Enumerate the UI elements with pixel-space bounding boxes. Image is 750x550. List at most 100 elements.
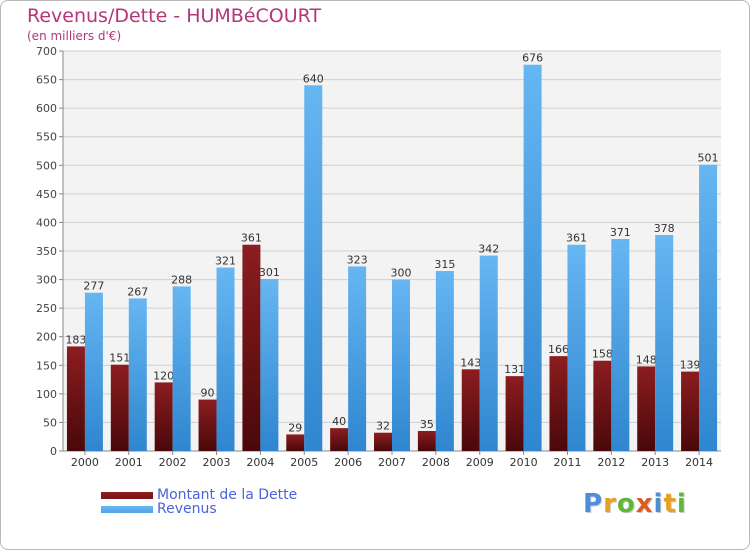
y-tick-label: 300: [36, 274, 57, 287]
y-tick-label: 350: [36, 245, 57, 258]
x-tick-label: 2002: [159, 456, 187, 469]
data-label: 315: [434, 258, 455, 271]
data-label: 120: [153, 369, 174, 382]
x-tick-label: 2006: [334, 456, 362, 469]
data-label: 166: [548, 343, 569, 356]
data-label: 301: [259, 266, 280, 279]
x-tick-label: 2003: [203, 456, 231, 469]
bar-dette: [154, 382, 173, 451]
x-tick-label: 2012: [597, 456, 625, 469]
y-tick-label: 150: [36, 359, 57, 372]
logo-letter: o: [616, 489, 636, 519]
x-tick-label: 2008: [422, 456, 450, 469]
legend-swatch-dette: [101, 491, 153, 499]
data-label: 90: [201, 387, 215, 400]
bar-revenus: [216, 267, 235, 451]
y-tick-label: 200: [36, 331, 57, 344]
data-label: 321: [215, 255, 236, 268]
y-tick-label: 450: [36, 188, 57, 201]
data-label: 151: [109, 352, 130, 365]
x-tick-label: 2009: [466, 456, 494, 469]
y-tick-label: 650: [36, 74, 57, 87]
bar-revenus: [523, 64, 542, 451]
y-tick-label: 500: [36, 159, 57, 172]
bar-dette: [549, 356, 568, 451]
data-label: 158: [592, 348, 613, 361]
bar-dette: [286, 434, 305, 451]
bar-revenus: [128, 298, 147, 451]
data-label: 371: [610, 226, 631, 239]
data-label: 40: [332, 415, 346, 428]
x-tick-label: 2013: [641, 456, 669, 469]
y-tick-label: 400: [36, 216, 57, 229]
data-label: 361: [241, 232, 262, 245]
data-label: 676: [522, 52, 543, 65]
x-tick-label: 2000: [71, 456, 99, 469]
chart-subtitle: (en milliers d'€): [27, 29, 122, 43]
logo-letter: x: [635, 489, 654, 519]
x-tick-label: 2011: [553, 456, 581, 469]
y-tick-label: 0: [50, 445, 57, 458]
bar-revenus: [392, 279, 410, 451]
bar-dette: [242, 244, 261, 451]
legend-label-revenus: Revenus: [157, 501, 217, 517]
data-label: 131: [504, 363, 525, 376]
data-label: 288: [171, 273, 192, 286]
data-label: 378: [654, 222, 675, 235]
bar-dette: [637, 366, 656, 451]
x-tick-label: 2005: [290, 456, 318, 469]
bar-dette: [681, 371, 700, 451]
data-label: 32: [376, 420, 390, 433]
bar-dette: [110, 364, 129, 451]
bar-dette: [505, 376, 524, 451]
bar-dette: [593, 360, 612, 451]
bar-revenus: [479, 255, 498, 451]
bar-revenus: [304, 85, 323, 452]
legend-item-revenus: Revenus: [101, 501, 217, 517]
data-label: 29: [288, 421, 302, 434]
bar-revenus: [567, 244, 586, 451]
bar-revenus: [172, 286, 191, 451]
logo-letter: P: [583, 489, 604, 519]
bar-dette: [461, 369, 480, 451]
data-label: 300: [390, 267, 411, 280]
data-label: 323: [347, 253, 368, 266]
x-tick-label: 2010: [510, 456, 538, 469]
logo-letter: t: [663, 489, 677, 519]
y-tick-label: 250: [36, 302, 57, 315]
x-tick-label: 2001: [115, 456, 143, 469]
data-label: 361: [566, 232, 587, 245]
legend-swatch-revenus: [101, 505, 153, 513]
bar-revenus: [435, 271, 454, 451]
bar-dette: [66, 346, 85, 451]
logo-letter: r: [603, 489, 617, 519]
proxiti-logo: Proxiti: [583, 489, 687, 519]
data-label: 640: [303, 72, 324, 85]
bar-revenus: [699, 164, 718, 451]
bar-dette: [417, 431, 436, 451]
legend-item-dette: Montant de la Dette: [101, 487, 298, 503]
bar-revenus: [260, 279, 279, 451]
data-label: 148: [636, 353, 657, 366]
y-tick-label: 50: [43, 416, 57, 429]
bar-dette: [330, 428, 349, 451]
data-label: 267: [127, 285, 148, 298]
data-label: 501: [698, 152, 719, 165]
bar-revenus: [655, 235, 674, 451]
y-tick-label: 600: [36, 102, 57, 115]
y-tick-label: 100: [36, 388, 57, 401]
y-tick-label: 700: [36, 45, 57, 58]
data-label: 277: [83, 280, 104, 293]
logo-letter: i: [676, 489, 687, 519]
legend-label-dette: Montant de la Dette: [157, 487, 298, 503]
data-label: 139: [680, 359, 701, 372]
bar-dette: [374, 432, 392, 451]
bar-dette: [198, 399, 217, 451]
x-tick-label: 2007: [378, 456, 406, 469]
data-label: 35: [420, 418, 434, 431]
chart-title: Revenus/Dette - HUMBéCOURT: [27, 5, 322, 27]
data-label: 183: [65, 333, 86, 346]
x-tick-label: 2014: [685, 456, 713, 469]
